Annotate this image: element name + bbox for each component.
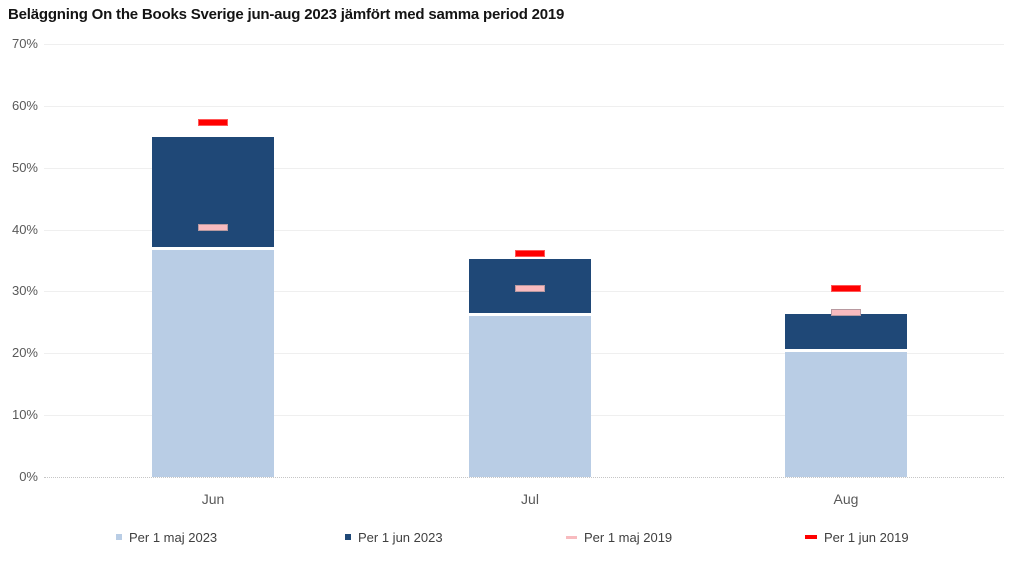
marker-per-1-maj-2019 [515,284,545,292]
chart-legend: Per 1 maj 2023 Per 1 jun 2023 Per 1 maj … [0,528,1024,548]
marker-per-1-jun-2019 [198,119,228,127]
legend-item-per-1-maj-2019: Per 1 maj 2019 [566,528,672,546]
x-axis-baseline [44,477,1004,478]
y-axis-tick-label: 20% [11,345,38,361]
legend-item-per-1-maj-2023: Per 1 maj 2023 [116,528,217,546]
bar-segment-per-1-maj-2023 [469,316,591,477]
legend-label: Per 1 maj 2019 [584,529,673,545]
legend-item-per-1-jun-2023: Per 1 jun 2023 [345,528,443,546]
y-axis-tick-label: 10% [11,407,38,423]
bar-segment-per-1-maj-2023 [152,249,274,477]
gridline [44,44,1004,45]
bar-segment-per-1-maj-2023 [785,352,907,477]
y-axis-tick-label: 50% [11,159,38,175]
y-axis-tick-label: 40% [11,221,38,237]
marker-per-1-jun-2019 [831,285,861,293]
y-axis-tick-label: 0% [19,469,38,484]
legend-square-swatch-dark-blue [345,534,351,540]
y-axis-tick-label: 70% [11,36,38,51]
bar-segment-per-1-jun-2023 [785,313,907,350]
legend-item-per-1-jun-2019: Per 1 jun 2019 [805,528,909,546]
y-axis-tick-label: 60% [11,97,38,113]
gridline [44,167,1004,169]
marker-per-1-maj-2019 [831,308,861,316]
x-axis-category-label: Jul [521,491,539,507]
legend-label: Per 1 jun 2023 [358,529,443,545]
x-axis-category-label: Aug [833,491,859,507]
legend-dash-swatch-red [805,535,817,539]
x-axis-category-label: Jun [201,491,225,507]
legend-dash-swatch-pink [566,535,577,539]
legend-label: Per 1 jun 2019 [824,529,909,545]
chart-title: Beläggning On the Books Sverige jun-aug … [8,6,565,23]
gridline [44,105,1004,107]
marker-per-1-jun-2019 [515,249,545,257]
y-axis-tick-label: 30% [11,283,38,299]
legend-label: Per 1 maj 2023 [129,529,218,545]
legend-square-swatch-light-blue [116,534,122,540]
gridline [44,229,1004,231]
marker-per-1-maj-2019 [198,224,228,232]
